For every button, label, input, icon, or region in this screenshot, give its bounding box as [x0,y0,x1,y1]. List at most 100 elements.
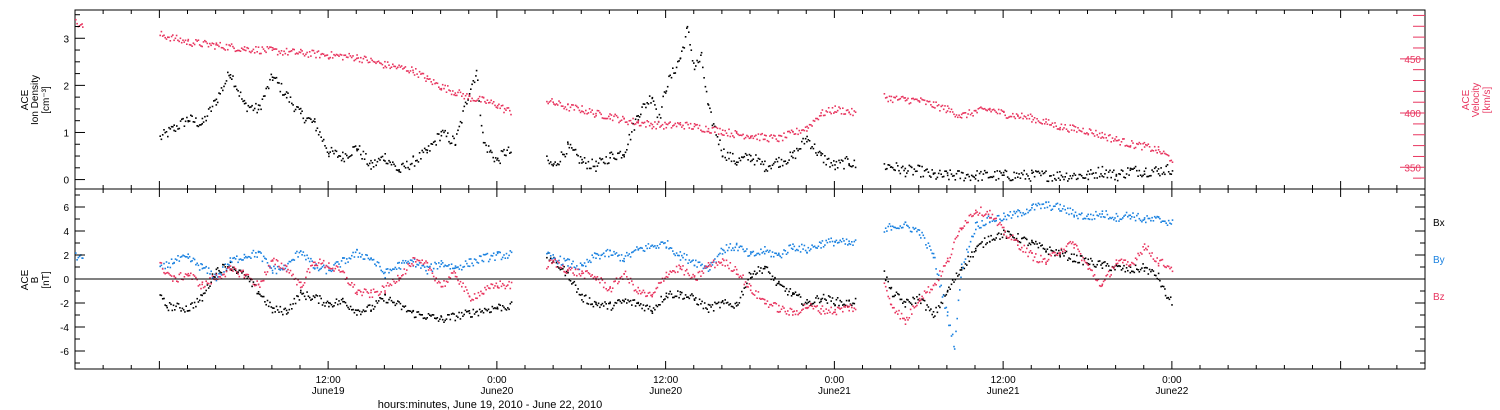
data-point [640,303,642,305]
data-point [843,167,845,170]
legend-bz: Bz [1433,292,1445,303]
data-point [324,305,326,307]
data-point [406,269,408,271]
data-point [164,267,166,270]
data-point [1164,294,1167,297]
x-tick-label-date: June19 [312,386,345,397]
data-point [460,311,463,314]
data-point [574,148,577,151]
x-tick-label-date: June22 [1155,386,1188,397]
data-point [375,164,377,167]
data-point [887,295,889,298]
data-point [1042,258,1045,260]
data-point [375,300,377,302]
data-point [1005,170,1008,173]
data-point [574,268,577,271]
data-point [232,45,234,48]
data-point [725,302,728,304]
data-point [1035,203,1037,206]
data-point [665,246,668,248]
data-point [1102,137,1105,139]
data-point [319,56,321,59]
data-point [583,262,586,264]
data-point [289,50,292,53]
data-point [668,75,670,78]
data-point [549,100,552,102]
data-point [716,127,719,130]
data-point [1146,175,1148,178]
data-point [749,251,752,253]
data-point [211,42,214,44]
data-point [307,56,310,58]
data-point [417,76,420,78]
data-point [1045,250,1047,252]
data-point [275,48,278,50]
data-point [1037,120,1040,122]
data-point [950,173,953,175]
data-point [1129,145,1132,147]
data-point [1123,264,1125,267]
data-point [654,291,656,293]
data-point [225,270,228,273]
data-point [899,318,902,320]
data-point [976,245,978,248]
data-point [366,291,368,293]
data-point [820,298,822,301]
data-point [342,157,344,160]
data-point [932,284,935,287]
data-point [940,275,942,277]
data-point [972,235,974,238]
data-point [675,295,678,298]
data-point [577,288,579,290]
data-point [1052,251,1055,254]
data-point [746,134,748,137]
data-point [733,269,735,271]
data-point [248,256,251,258]
data-point [681,254,683,257]
data-point [349,257,352,260]
data-point [762,163,765,166]
data-point [908,102,911,105]
data-point [450,142,453,144]
data-point [505,154,507,157]
data-point [755,290,757,292]
data-point [453,313,455,315]
data-point [595,160,597,163]
data-point [356,149,358,152]
data-point [1015,113,1018,115]
data-point [934,256,936,259]
data-point [626,276,628,278]
data-point [292,303,294,305]
data-point [827,107,830,109]
data-point [716,302,719,305]
data-point [1145,167,1147,170]
data-point [352,251,354,254]
data-point [548,260,551,262]
data-point [897,99,899,101]
data-point [485,253,487,256]
data-point [568,110,571,112]
data-point [435,277,437,279]
data-point [726,134,729,137]
data-point [778,280,780,283]
data-point [686,27,688,29]
data-point [342,58,344,61]
data-point [683,297,686,300]
data-point [737,133,739,136]
data-point [312,267,315,269]
data-point [241,272,243,274]
data-point [381,285,384,287]
data-point [202,121,205,123]
data-point [954,179,957,181]
data-point [1129,146,1132,148]
data-point [909,308,912,311]
data-point [457,316,459,319]
data-point [565,108,568,111]
top-right-ylabel: ACE Velocity [km/s] [1461,83,1493,117]
data-point [916,98,918,101]
data-point [210,281,212,284]
data-point [815,246,817,249]
data-point [294,108,297,111]
data-point [696,59,698,62]
data-point [305,53,307,56]
